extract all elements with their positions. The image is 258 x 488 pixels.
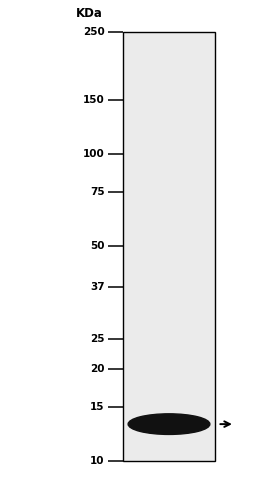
Text: 20: 20 xyxy=(90,364,104,374)
Text: 50: 50 xyxy=(90,242,104,251)
Ellipse shape xyxy=(128,414,210,434)
Text: 25: 25 xyxy=(90,334,104,344)
Text: 250: 250 xyxy=(83,27,104,37)
Text: 150: 150 xyxy=(83,95,104,105)
Text: 15: 15 xyxy=(90,402,104,412)
Text: 37: 37 xyxy=(90,282,104,292)
Text: KDa: KDa xyxy=(76,7,103,20)
Bar xyxy=(123,32,215,461)
Text: 10: 10 xyxy=(90,456,104,466)
Text: 75: 75 xyxy=(90,187,104,197)
Text: 100: 100 xyxy=(83,149,104,159)
